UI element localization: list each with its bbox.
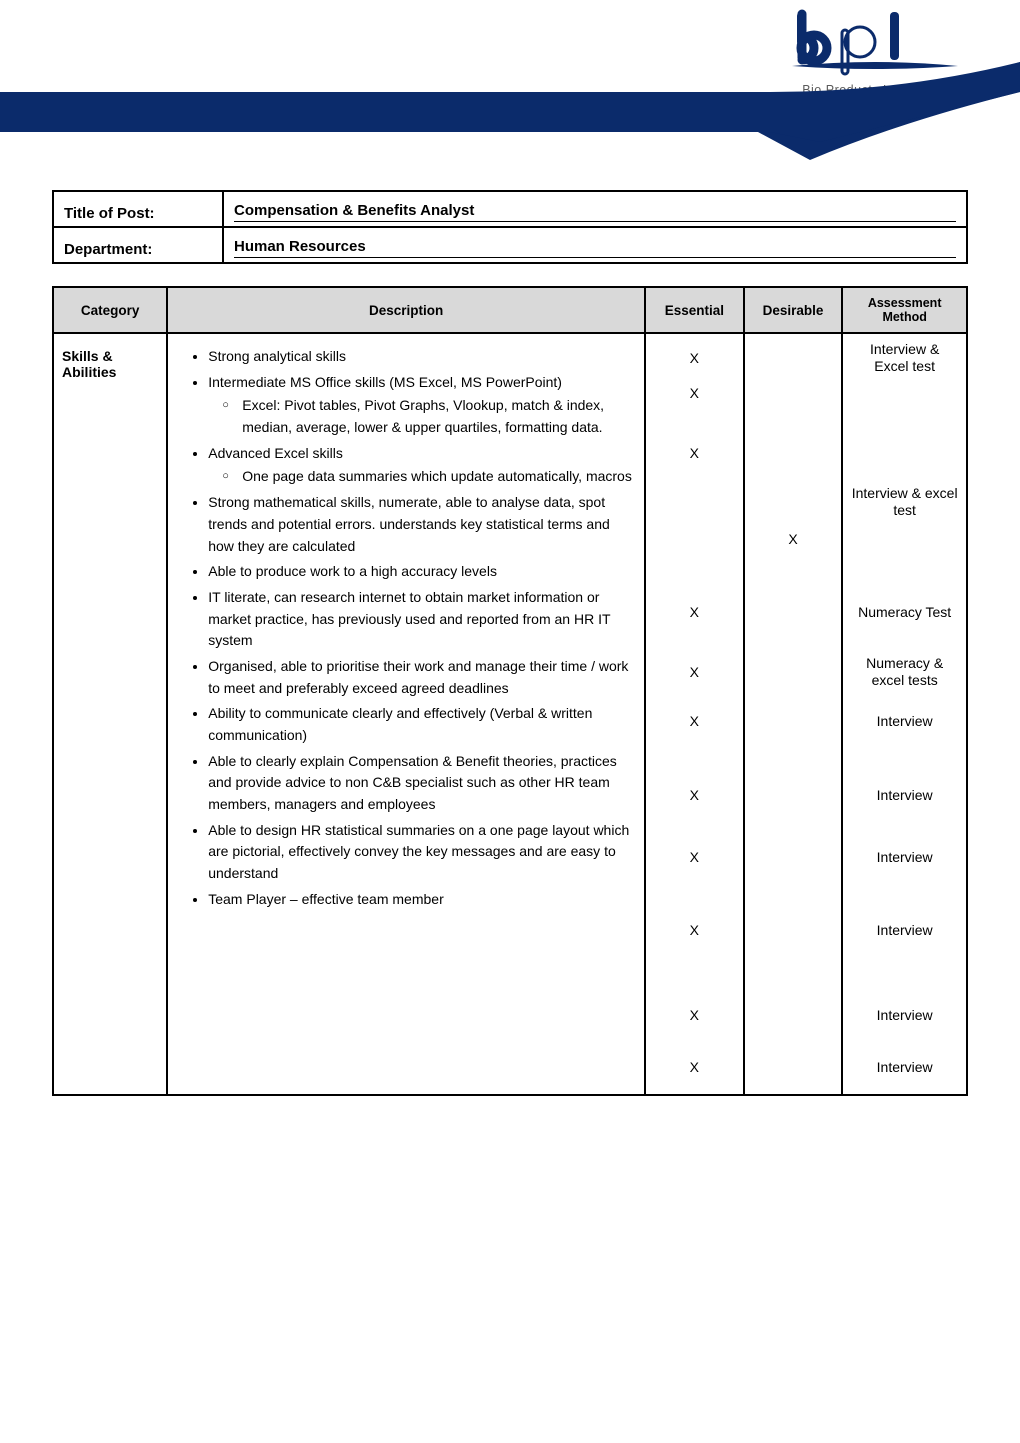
essential-mark: X [690,882,699,978]
assessment-mark: Interview [877,882,933,978]
list-item: Strong mathematical skills, numerate, ab… [208,492,636,557]
essential-mark: X [690,346,699,370]
essential-mark: X [690,684,699,758]
list-sub-item: One page data summaries which update aut… [242,466,636,488]
list-item: Able to clearly explain Compensation & B… [208,751,636,816]
list-item: Intermediate MS Office skills (MS Excel,… [208,372,636,439]
col-essential: Essential [645,287,744,333]
list-item: Ability to communicate clearly and effec… [208,703,636,746]
list-item: IT literate, can research internet to ob… [208,587,636,652]
assessment-mark: Interview [877,832,933,882]
page-header: Bio Products Laboratory [0,0,1020,160]
essential-mark: X [690,416,699,490]
header-swoosh-icon [0,62,1020,160]
assessment-mark: Interview & Excel test [851,346,958,370]
assessment-mark: Numeracy Test [858,564,951,660]
title-of-post-value: Compensation & Benefits Analyst [223,191,967,227]
desirable-mark: X [788,514,797,564]
essential-mark: X [690,564,699,660]
assessment-cell: Interview & Excel test Interview & excel … [842,333,967,1095]
assessment-mark: Interview [877,978,933,1052]
title-of-post-label: Title of Post: [53,191,223,227]
assessment-mark: Interview [877,684,933,758]
essential-mark: X [690,1052,699,1082]
essential-mark: X [690,758,699,832]
assessment-mark: Numeracy & excel tests [851,660,958,684]
col-desirable: Desirable [744,287,843,333]
specification-table: Category Description Essential Desirable… [52,286,968,1096]
list-item: Team Player – effective team member [208,889,636,911]
essential-mark: X [690,370,699,416]
list-item: Able to produce work to a high accuracy … [208,561,636,583]
col-description: Description [167,287,645,333]
essential-mark: X [690,832,699,882]
assessment-mark: Interview [877,1052,933,1082]
list-item: Able to design HR statistical summaries … [208,820,636,885]
description-cell: Strong analytical skills Intermediate MS … [167,333,645,1095]
table-header-row: Category Description Essential Desirable… [53,287,967,333]
assessment-mark: Interview [877,758,933,832]
list-item: Organised, able to prioritise their work… [208,656,636,699]
content-area: Title of Post: Compensation & Benefits A… [0,190,1020,1136]
essential-mark: X [690,660,699,684]
list-item: Strong analytical skills [208,346,636,368]
desirable-cell: X [744,333,843,1095]
essential-cell: XXXXXXXXXXX [645,333,744,1095]
assessment-mark: Interview & excel test [851,490,958,514]
post-info-table: Title of Post: Compensation & Benefits A… [52,190,968,264]
list-item: Advanced Excel skillsOne page data summa… [208,443,636,488]
table-row: Skills & Abilities Strong analytical ski… [53,333,967,1095]
col-category: Category [53,287,167,333]
essential-mark: X [690,978,699,1052]
col-assessment: Assessment Method [842,287,967,333]
department-value: Human Resources [223,227,967,263]
category-cell: Skills & Abilities [53,333,167,1095]
department-label: Department: [53,227,223,263]
list-sub-item: Excel: Pivot tables, Pivot Graphs, Vlook… [242,395,636,438]
